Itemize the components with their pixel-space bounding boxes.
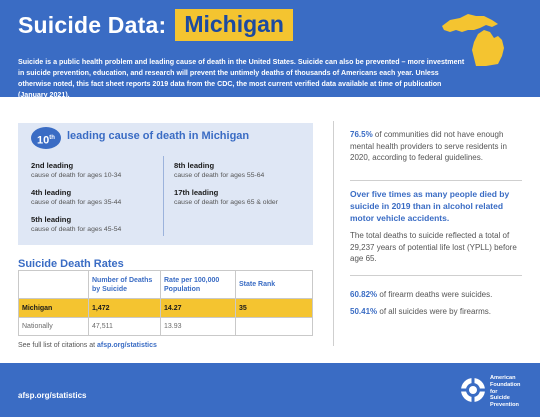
table-cell: Nationally bbox=[18, 317, 89, 336]
cause-rank: 5th leading bbox=[31, 215, 72, 224]
firearm-suicides-stat: 50.41% of all suicides were by firearms. bbox=[350, 306, 525, 318]
table-header bbox=[18, 270, 89, 299]
cause-rank: 4th leading bbox=[31, 188, 72, 197]
death-rates-table: Number of Deaths by Suicide Rate per 100… bbox=[18, 270, 313, 336]
divider-line bbox=[350, 180, 522, 181]
vertical-divider bbox=[333, 121, 334, 346]
page-title: Suicide Data: bbox=[18, 11, 167, 38]
org-name-line: Foundation bbox=[490, 381, 521, 388]
afsp-org-name: American Foundation for Suicide Preventi… bbox=[490, 375, 538, 409]
table-header: Number of Deaths by Suicide bbox=[88, 270, 161, 299]
org-name-line: Suicide bbox=[490, 395, 510, 402]
citations-prefix: See full list of citations at bbox=[18, 342, 96, 349]
cause-rank: 8th leading bbox=[174, 161, 215, 170]
cause-item: 8th leading cause of death for ages 55-6… bbox=[174, 160, 304, 181]
ypll-stat: The total deaths to suicide reflected a … bbox=[350, 231, 517, 263]
motor-vehicle-comparison: Over five times as many people died by s… bbox=[350, 189, 510, 223]
table-cell: 35 bbox=[235, 298, 313, 318]
cause-rank: 2nd leading bbox=[31, 161, 74, 170]
afsp-logo-icon bbox=[461, 378, 485, 402]
table-cell: 47,511 bbox=[88, 317, 161, 336]
table-row-michigan: Michigan 1,472 14.27 35 bbox=[18, 298, 313, 318]
table-cell: 13.93 bbox=[160, 317, 236, 336]
table-cell: 14.27 bbox=[160, 298, 236, 318]
leading-cause-panel: 10th leading cause of death in Michigan … bbox=[18, 123, 313, 245]
table-cell: 1,472 bbox=[88, 298, 161, 318]
footer-banner: afsp.org/statistics American Foundation … bbox=[0, 363, 540, 417]
cause-desc: cause of death for ages 35-44 bbox=[31, 199, 122, 206]
michigan-map-icon bbox=[442, 14, 504, 66]
rates-title: Suicide Death Rates bbox=[18, 258, 124, 270]
table-cell: Michigan bbox=[18, 298, 89, 318]
provider-shortage-stat: 76.5% of communities did not have enough… bbox=[350, 129, 525, 164]
rank-title: leading cause of death in Michigan bbox=[67, 130, 250, 142]
table-header-row: Number of Deaths by Suicide Rate per 100… bbox=[18, 270, 313, 299]
stat-percent: 60.82% bbox=[350, 290, 378, 299]
cause-item: 4th leading cause of death for ages 35-4… bbox=[31, 187, 161, 208]
column-divider bbox=[163, 156, 164, 236]
stat-text: of all suicides were by firearms. bbox=[379, 307, 491, 316]
table-header: State Rank bbox=[235, 270, 313, 299]
footer-url-link[interactable]: afsp.org/statistics bbox=[18, 391, 87, 400]
divider-line bbox=[350, 275, 522, 276]
cause-desc: cause of death for ages 65 & older bbox=[174, 199, 278, 206]
rank-badge-number: 10 bbox=[37, 134, 50, 147]
table-row-national: Nationally 47,511 13.93 bbox=[18, 317, 313, 336]
table-cell bbox=[235, 317, 313, 336]
cause-desc: cause of death for ages 10-34 bbox=[31, 172, 122, 179]
org-name-line: Prevention bbox=[490, 402, 519, 409]
state-name-badge: Michigan bbox=[175, 9, 293, 41]
stat-text: of communities did not have enough menta… bbox=[350, 130, 507, 162]
stat-text: of firearm deaths were suicides. bbox=[379, 290, 493, 299]
cause-desc: cause of death for ages 55-64 bbox=[174, 172, 265, 179]
title-row: Suicide Data: Michigan bbox=[18, 9, 293, 41]
cause-item: 17th leading cause of death for ages 65 … bbox=[174, 187, 304, 208]
table-header: Rate per 100,000 Population bbox=[160, 270, 236, 299]
cause-rank: 17th leading bbox=[174, 188, 219, 197]
rank-badge: 10th bbox=[31, 127, 61, 149]
stat-percent: 50.41% bbox=[350, 307, 378, 316]
citations-note: See full list of citations at afsp.org/s… bbox=[18, 342, 157, 349]
header-banner: Suicide Data: Michigan Suicide is a publ… bbox=[0, 0, 540, 99]
org-name-line: American bbox=[490, 375, 516, 381]
citations-link[interactable]: afsp.org/statistics bbox=[97, 342, 157, 349]
rank-badge-suffix: th bbox=[49, 135, 55, 141]
cause-item: 5th leading cause of death for ages 45-5… bbox=[31, 214, 161, 235]
intro-paragraph: Suicide is a public health problem and l… bbox=[18, 58, 465, 99]
cause-desc: cause of death for ages 45-54 bbox=[31, 226, 122, 233]
stat-percent: 76.5% bbox=[350, 130, 373, 139]
firearm-deaths-stat: 60.82% of firearm deaths were suicides. bbox=[350, 289, 525, 301]
cause-item: 2nd leading cause of death for ages 10-3… bbox=[31, 160, 161, 181]
org-name-line: for bbox=[490, 388, 498, 395]
